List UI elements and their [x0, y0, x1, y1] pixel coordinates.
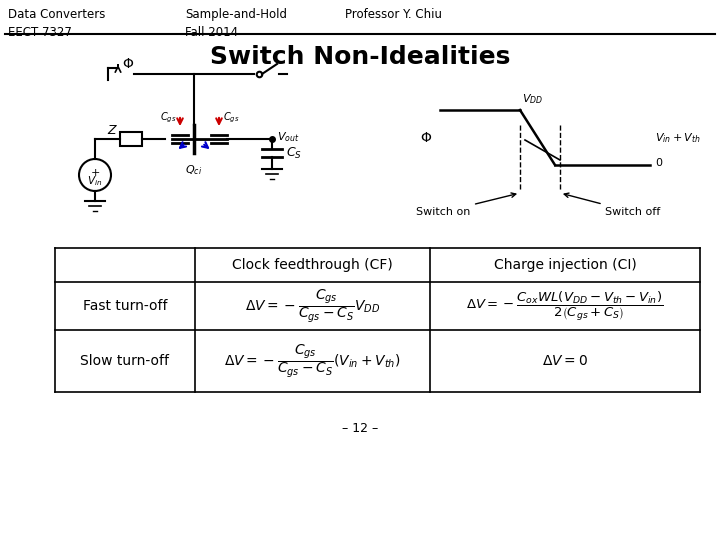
Text: Professor Y. Chiu: Professor Y. Chiu: [345, 8, 442, 21]
Text: Switch off: Switch off: [564, 193, 660, 217]
Text: Switch on: Switch on: [415, 193, 516, 217]
Text: $C_{gs}$: $C_{gs}$: [222, 111, 239, 125]
Text: $V_{out}$: $V_{out}$: [277, 130, 300, 144]
Text: $\Delta V = -\dfrac{C_{gs}}{C_{gs}-C_S}V_{DD}$: $\Delta V = -\dfrac{C_{gs}}{C_{gs}-C_S}V…: [245, 287, 380, 325]
Text: Sample-and-Hold
Fall 2014: Sample-and-Hold Fall 2014: [185, 8, 287, 39]
Text: $\Delta V = -\dfrac{C_{ox}WL\left(V_{DD}-V_{th}-V_{in}\right)}{2\left(C_{gs}+C_S: $\Delta V = -\dfrac{C_{ox}WL\left(V_{DD}…: [467, 289, 664, 322]
Text: Slow turn-off: Slow turn-off: [81, 354, 169, 368]
Text: $\Delta V = 0$: $\Delta V = 0$: [542, 354, 588, 368]
Text: Z: Z: [107, 125, 116, 138]
Text: Data Converters
EECT 7327: Data Converters EECT 7327: [8, 8, 105, 39]
Text: $V_{DD}$: $V_{DD}$: [522, 92, 543, 106]
Text: Switch Non-Idealities: Switch Non-Idealities: [210, 45, 510, 69]
Text: Charge injection (CI): Charge injection (CI): [494, 258, 636, 272]
Text: Fast turn-off: Fast turn-off: [83, 299, 167, 313]
Text: $V_{in}$: $V_{in}$: [87, 174, 103, 188]
Text: – 12 –: – 12 –: [342, 422, 378, 435]
Text: $+$: $+$: [90, 167, 100, 179]
Text: $\Phi$: $\Phi$: [122, 57, 134, 71]
Text: $\Delta V = -\dfrac{C_{gs}}{C_{gs}-C_S}\left(V_{in}+V_{th}\right)$: $\Delta V = -\dfrac{C_{gs}}{C_{gs}-C_S}\…: [224, 342, 401, 380]
Text: $\Phi$: $\Phi$: [420, 131, 432, 145]
Text: $V_{in}+V_{th}$: $V_{in}+V_{th}$: [655, 131, 701, 145]
Text: 0: 0: [655, 158, 662, 168]
Text: $Q_{ci}$: $Q_{ci}$: [186, 163, 202, 177]
Text: $C_S$: $C_S$: [286, 145, 302, 160]
Text: Clock feedthrough (CF): Clock feedthrough (CF): [232, 258, 393, 272]
Text: $C_{gs}$: $C_{gs}$: [160, 111, 176, 125]
